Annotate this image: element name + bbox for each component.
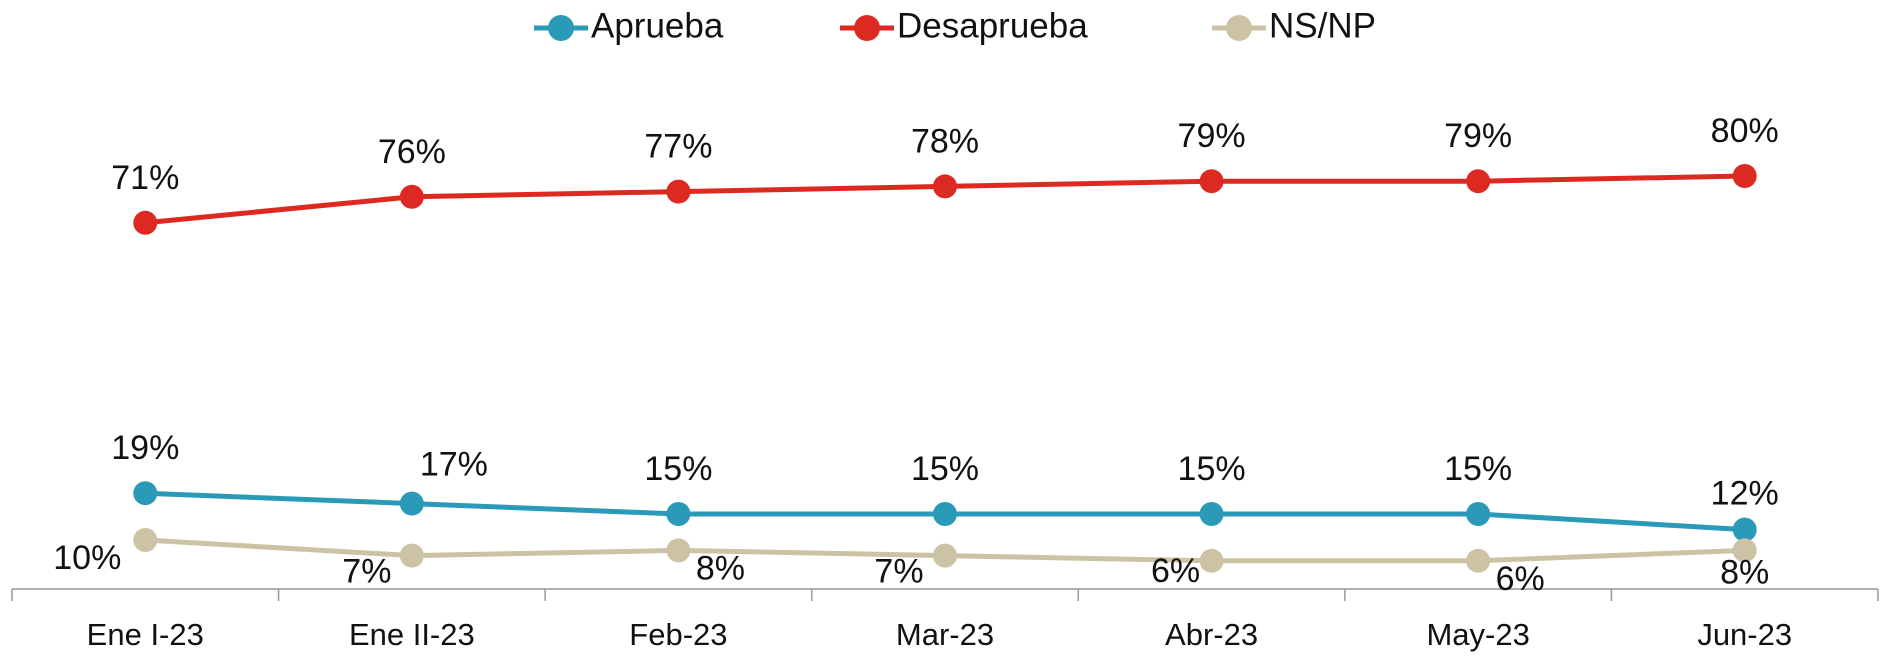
data-label: 79% bbox=[1178, 117, 1246, 155]
data-label: 71% bbox=[111, 159, 179, 197]
data-point bbox=[1732, 164, 1757, 188]
data-label: 10% bbox=[53, 539, 121, 577]
data-label: 6% bbox=[1151, 552, 1200, 590]
data-point bbox=[133, 528, 158, 552]
data-point bbox=[1199, 548, 1224, 573]
data-point bbox=[666, 179, 691, 204]
legend-label: Desaprueba bbox=[897, 6, 1088, 45]
data-point bbox=[933, 502, 957, 526]
data-label: 8% bbox=[696, 549, 745, 587]
data-label: 17% bbox=[420, 446, 488, 484]
data-label: 80% bbox=[1711, 112, 1779, 150]
data-label: 7% bbox=[874, 553, 923, 591]
x-tick-label: Mar-23 bbox=[896, 617, 994, 652]
legend-marker bbox=[1226, 15, 1252, 41]
data-label: 7% bbox=[342, 553, 391, 591]
data-label: 12% bbox=[1711, 475, 1779, 513]
data-label: 8% bbox=[1720, 553, 1769, 591]
data-label: 15% bbox=[644, 450, 712, 488]
data-point bbox=[933, 174, 957, 199]
data-point bbox=[399, 543, 424, 568]
legend-marker bbox=[548, 15, 574, 41]
data-point bbox=[133, 481, 158, 506]
legend-marker bbox=[854, 15, 880, 41]
data-label: 78% bbox=[911, 122, 979, 160]
data-point bbox=[666, 538, 691, 563]
x-tick-label: Feb-23 bbox=[629, 617, 727, 652]
data-point bbox=[666, 502, 691, 526]
data-point bbox=[399, 184, 424, 209]
legend-label: NS/NP bbox=[1269, 6, 1376, 45]
x-tick-label: Abr-23 bbox=[1165, 617, 1258, 652]
data-label: 77% bbox=[644, 128, 712, 166]
x-tick-label: May-23 bbox=[1426, 617, 1529, 652]
data-label: 6% bbox=[1496, 560, 1545, 598]
data-point bbox=[133, 210, 158, 235]
data-point bbox=[1466, 548, 1491, 573]
data-point bbox=[1199, 169, 1224, 194]
data-label: 79% bbox=[1444, 117, 1512, 155]
data-label: 15% bbox=[1178, 450, 1246, 488]
data-point bbox=[1466, 502, 1491, 526]
data-label: 76% bbox=[378, 133, 446, 171]
x-tick-label: Ene II-23 bbox=[349, 617, 475, 652]
data-label: 15% bbox=[1444, 450, 1512, 488]
legend-label: Aprueba bbox=[591, 6, 724, 45]
data-point bbox=[399, 491, 424, 516]
data-point bbox=[1466, 169, 1491, 194]
data-label: 19% bbox=[111, 429, 179, 467]
data-point bbox=[1199, 502, 1224, 526]
data-point bbox=[933, 543, 957, 568]
data-label: 15% bbox=[911, 450, 979, 488]
data-point bbox=[1732, 538, 1757, 563]
x-tick-label: Jun-23 bbox=[1697, 617, 1792, 652]
x-tick-label: Ene I-23 bbox=[87, 617, 204, 652]
data-point bbox=[1732, 517, 1757, 542]
